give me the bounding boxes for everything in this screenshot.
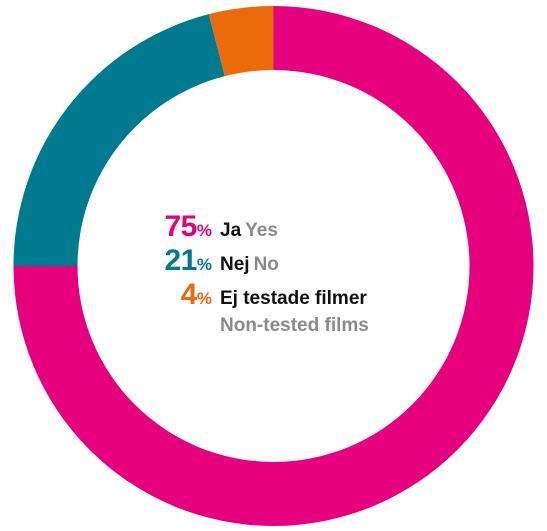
legend-item-yes: 75% Ja Yes [130,210,430,244]
percent-value: 4 [180,278,198,311]
legend-label-swedish: Ja [220,220,242,241]
legend-label-english: Non-tested films [220,315,369,336]
legend-item-non-tested: 4% Ej testade filmer [130,278,430,312]
legend-item-non-tested-english: Non-tested films [130,312,430,340]
legend-label-swedish: Ej testade filmer [220,288,367,309]
legend-percent-no: 21% [130,244,220,278]
legend-percent-yes: 75% [130,210,220,244]
legend-label-english: Yes [245,220,278,241]
legend-label-english: No [253,254,279,275]
donut-slice-non-tested [208,6,274,77]
percent-value: 75 [164,210,198,243]
chart-legend: 75% Ja Yes 21% Nej No 4% Ej testade film… [130,210,430,340]
percent-sign: % [196,289,212,308]
legend-percent-non-tested: 4% [130,278,220,312]
donut-slice-no [13,14,225,267]
percent-sign: % [196,255,212,274]
legend-label-swedish: Nej [220,254,250,275]
legend-item-no: 21% Nej No [130,244,430,278]
percent-value: 21 [164,244,198,277]
percent-sign: % [196,221,212,240]
